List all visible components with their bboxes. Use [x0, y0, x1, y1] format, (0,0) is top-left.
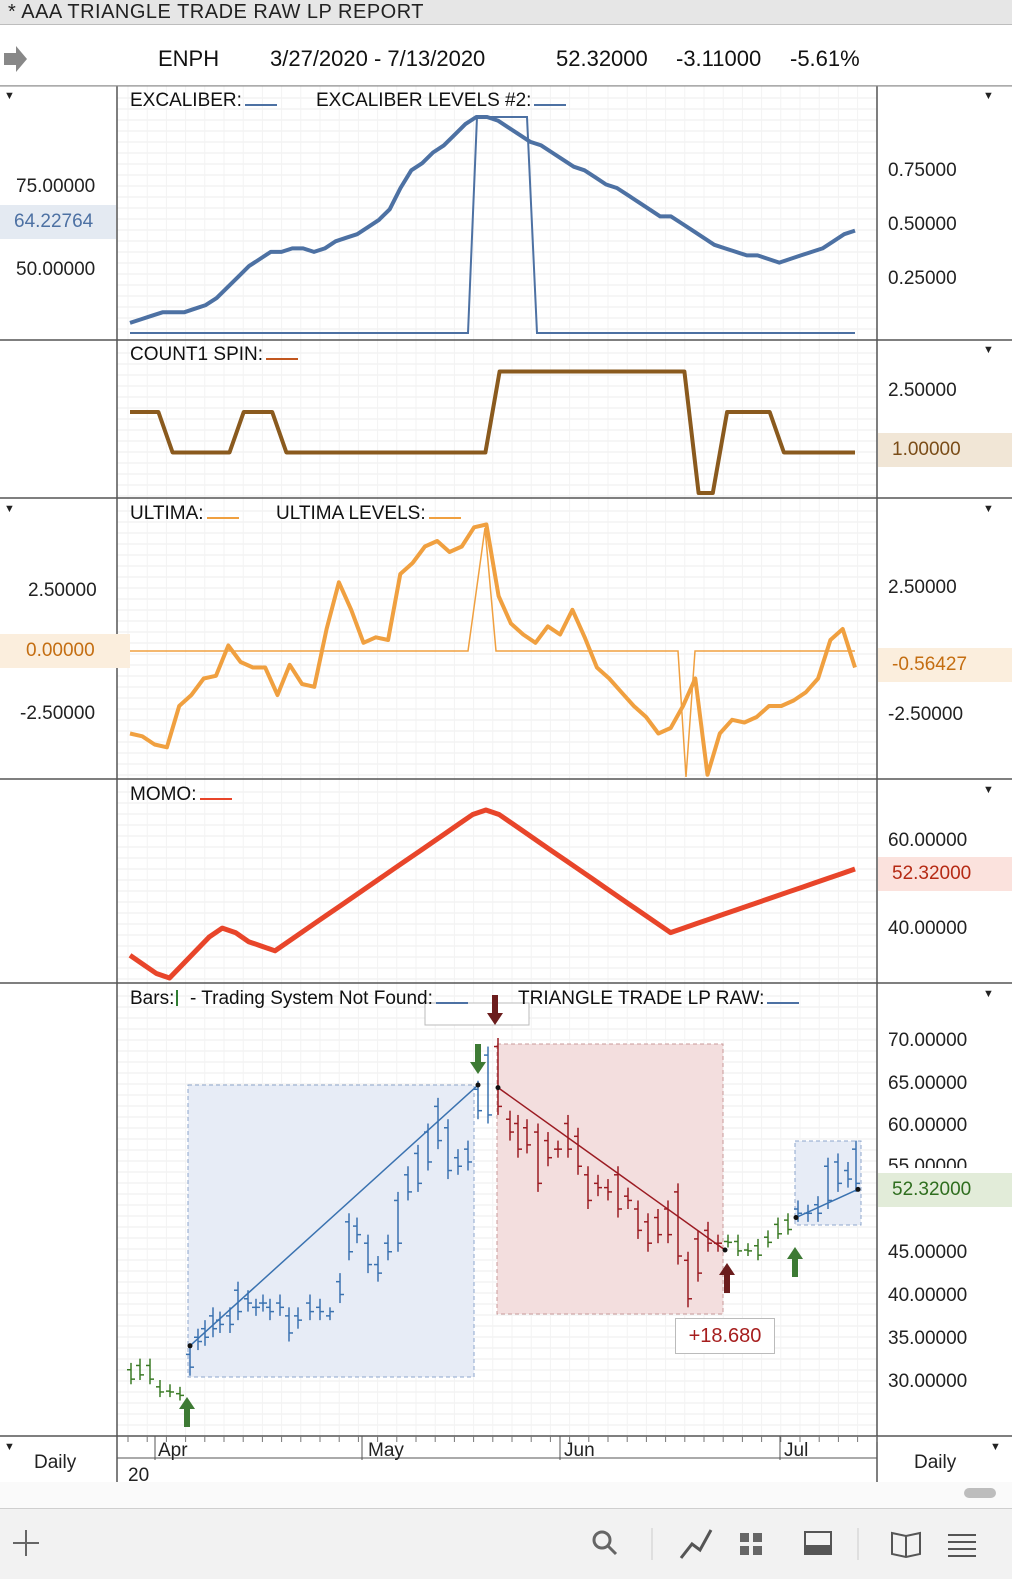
panel-menu-right-2[interactable]: ▼ [983, 344, 994, 356]
triangle-trade-label[interactable]: TRIANGLE TRADE LP RAW: [518, 988, 800, 1010]
window-title-bar: * AAA TRIANGLE TRADE RAW LP REPORT [0, 0, 1012, 25]
panel-menu-right-1[interactable]: ▼ [983, 90, 994, 102]
bars-right-tick-35: 35.00000 [888, 1328, 968, 1349]
long-trade-box-1 [187, 1084, 475, 1378]
bars-value-tag: 52.32000 [878, 1173, 1012, 1207]
excaliber-right-tick-3: 0.25000 [888, 268, 957, 289]
date-range: 3/27/2020 - 7/13/2020 [270, 46, 486, 71]
short-trade-box [496, 1043, 724, 1315]
momo-value-tag: 52.32000 [878, 857, 1012, 891]
clipped-label-box [424, 1002, 530, 1026]
panel-menu-right-3[interactable]: ▼ [983, 503, 994, 515]
long-trend-line-1 [189, 1084, 479, 1347]
period-menu-right[interactable]: ▼ [990, 1441, 1001, 1453]
trade-point-marker [793, 1215, 799, 1221]
excaliber-value-tag: 64.22764 [0, 205, 116, 239]
panel-menu-right-4[interactable]: ▼ [983, 784, 994, 796]
ultima-line [129, 522, 857, 777]
excaliber-line [129, 115, 856, 325]
ultima-label[interactable]: ULTIMA: [130, 503, 239, 525]
bars-right-tick-40: 40.00000 [888, 1285, 968, 1306]
trading-system-label[interactable]: - Trading System Not Found: [190, 988, 468, 1010]
excaliber-levels-label[interactable]: EXCALIBER LEVELS #2: [316, 90, 567, 112]
bars-right-tick-70: 70.00000 [888, 1030, 968, 1051]
cover-arrow-icon [719, 1263, 735, 1293]
left-period-label[interactable]: Daily [34, 1452, 77, 1473]
last-price: 52.32000 [556, 46, 648, 71]
count1-line [130, 369, 855, 495]
price-change-pct: -5.61% [790, 46, 860, 71]
short-trend-line [497, 1086, 726, 1251]
trade-point-marker [495, 1085, 501, 1091]
month-apr: Apr [158, 1440, 188, 1461]
bottom-toolbar [0, 1508, 1012, 1579]
ultima-left-tick-2: -2.50000 [20, 703, 96, 724]
momo-line [128, 807, 856, 981]
window-title: * AAA TRIANGLE TRADE RAW LP REPORT [8, 1, 425, 23]
month-jun: Jun [564, 1440, 595, 1461]
sell-arrow-icon [470, 1044, 486, 1074]
ultima-left-tick-1: 2.50000 [28, 580, 97, 601]
excaliber-label[interactable]: EXCALIBER: [130, 90, 277, 112]
excaliber-left-tick-2: 50.00000 [16, 259, 96, 280]
trade-point-marker [475, 1082, 481, 1088]
excaliber-right-tick-1: 0.75000 [888, 160, 957, 181]
trade-point-marker [722, 1247, 728, 1253]
scroll-area [0, 1482, 1012, 1508]
ultima-levels-label[interactable]: ULTIMA LEVELS: [276, 503, 461, 525]
bars-right-tick-30: 30.00000 [888, 1371, 968, 1392]
ultima-levels-line [130, 527, 855, 778]
excaliber-right-tick-2: 0.50000 [888, 214, 957, 235]
price-change: -3.11000 [676, 46, 762, 71]
month-may: May [368, 1440, 404, 1461]
symbol-name[interactable]: ENPH [158, 46, 220, 71]
bars-label[interactable]: Bars: [130, 988, 181, 1010]
buy-arrow-icon-2 [787, 1247, 803, 1277]
long-trend-line-2 [795, 1188, 859, 1219]
excaliber-left-tick-1: 75.00000 [16, 176, 96, 197]
trade-point-marker [187, 1343, 193, 1349]
panel-menu-left-3[interactable]: ▼ [4, 503, 15, 515]
bars-right-tick-60: 60.00000 [888, 1115, 968, 1136]
count1-right-tick-1: 2.50000 [888, 380, 957, 401]
buy-arrow-icon [179, 1397, 195, 1427]
count1-value-tag: 1.00000 [878, 433, 1012, 467]
excaliber-levels-line [130, 116, 855, 334]
bars-right-tick-45: 45.00000 [888, 1242, 968, 1263]
right-period-label[interactable]: Daily [914, 1452, 957, 1473]
symbol-bar [0, 25, 1012, 86]
momo-right-tick-1: 60.00000 [888, 830, 968, 851]
panel-menu-right-5[interactable]: ▼ [983, 988, 994, 1000]
panel-menu-left-1[interactable]: ▼ [4, 90, 15, 102]
momo-right-tick-2: 40.00000 [888, 918, 968, 939]
momo-label[interactable]: MOMO: [130, 784, 232, 806]
profit-label: +18.680 [675, 1318, 775, 1354]
ultima-right-value-tag: -0.56427 [878, 648, 1012, 682]
ultima-right-tick-1: 2.50000 [888, 577, 957, 598]
month-jul: Jul [784, 1440, 809, 1461]
trade-point-marker [855, 1186, 861, 1192]
bars-right-tick-55: 55.00000 [888, 1156, 968, 1168]
count1-label[interactable]: COUNT1 SPIN: [130, 344, 299, 366]
period-menu-left[interactable]: ▼ [4, 1441, 15, 1453]
year-label: 20 [128, 1465, 150, 1486]
horizontal-scrollbar-thumb[interactable] [964, 1488, 996, 1498]
ultima-right-tick-2: -2.50000 [888, 704, 964, 725]
ultima-left-value-tag: 0.00000 [0, 634, 130, 668]
short-arrow-icon [487, 995, 503, 1025]
bars-right-tick-65: 65.00000 [888, 1073, 968, 1094]
